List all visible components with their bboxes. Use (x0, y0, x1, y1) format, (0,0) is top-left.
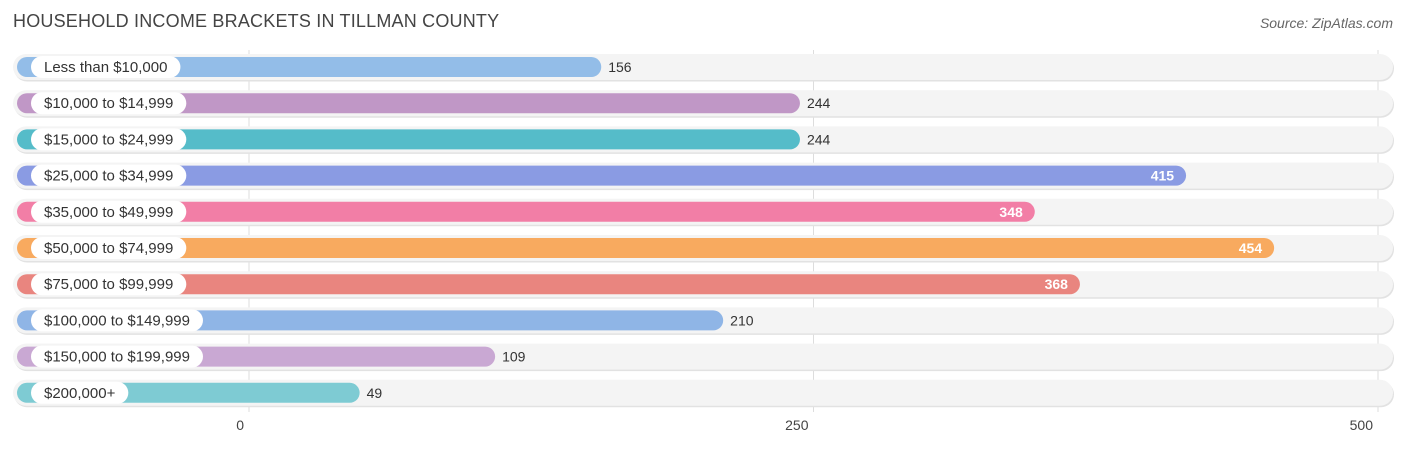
bar-row: $25,000 to $34,999 415 (13, 162, 1394, 191)
value-label: 210 (730, 312, 754, 328)
category-label-pill (31, 345, 203, 368)
category-label: $35,000 to $49,999 (44, 204, 173, 221)
row-track (13, 379, 1393, 406)
bar (17, 238, 1275, 258)
x-tick-label: 0 (236, 417, 244, 433)
value-label: 156 (608, 59, 632, 75)
bar-row: $50,000 to $74,999 454 (13, 235, 1394, 263)
bar-row: $150,000 to $199,999 109 (13, 343, 1394, 372)
category-label: $200,000+ (44, 385, 116, 402)
value-label: 109 (502, 349, 526, 365)
bar (17, 201, 1035, 222)
x-tick-label: 500 (1350, 417, 1374, 433)
bar (17, 129, 800, 150)
bar (17, 93, 800, 114)
category-label-pill (31, 92, 187, 115)
bar-row: $15,000 to $24,999 244 (13, 126, 1394, 154)
bar-row: Less than $10,000 156 (13, 54, 1394, 82)
category-label-pill (31, 381, 129, 404)
category-label: $75,000 to $99,999 (44, 276, 173, 293)
chart-title: HOUSEHOLD INCOME BRACKETS IN TILLMAN COU… (13, 11, 500, 31)
bar-row: $200,000+ 49 (13, 379, 1394, 408)
value-label: 348 (999, 204, 1023, 220)
x-tick-label: 250 (785, 417, 809, 433)
bar (17, 165, 1187, 186)
value-label: 454 (1239, 240, 1263, 256)
bar (17, 274, 1080, 295)
category-label-pill (31, 164, 187, 187)
category-label: $50,000 to $74,999 (44, 240, 173, 257)
value-label: 244 (807, 95, 831, 111)
category-label: $100,000 to $149,999 (44, 312, 190, 329)
category-label: $25,000 to $34,999 (44, 168, 173, 185)
category-label-pill (31, 309, 203, 332)
category-label-pill (31, 128, 187, 151)
category-label: $150,000 to $199,999 (44, 349, 190, 366)
value-label: 415 (1151, 168, 1175, 184)
value-label: 49 (367, 385, 383, 401)
category-label: $15,000 to $24,999 (44, 131, 173, 148)
category-label-pill (31, 237, 187, 259)
source-note: Source: ZipAtlas.com (1259, 15, 1393, 31)
category-label-pill (31, 200, 187, 223)
category-label-pill (31, 273, 187, 296)
bar-row: $75,000 to $99,999 368 (13, 271, 1394, 299)
value-label: 244 (807, 131, 831, 147)
bar-row: $35,000 to $49,999 348 (13, 198, 1394, 227)
bar-row: $10,000 to $14,999 244 (13, 90, 1394, 118)
bar-row: $100,000 to $149,999 210 (13, 307, 1394, 335)
value-label: 368 (1045, 276, 1069, 292)
category-label: $10,000 to $14,999 (44, 95, 173, 112)
category-label: Less than $10,000 (44, 59, 167, 76)
category-label-pill (31, 56, 181, 78)
